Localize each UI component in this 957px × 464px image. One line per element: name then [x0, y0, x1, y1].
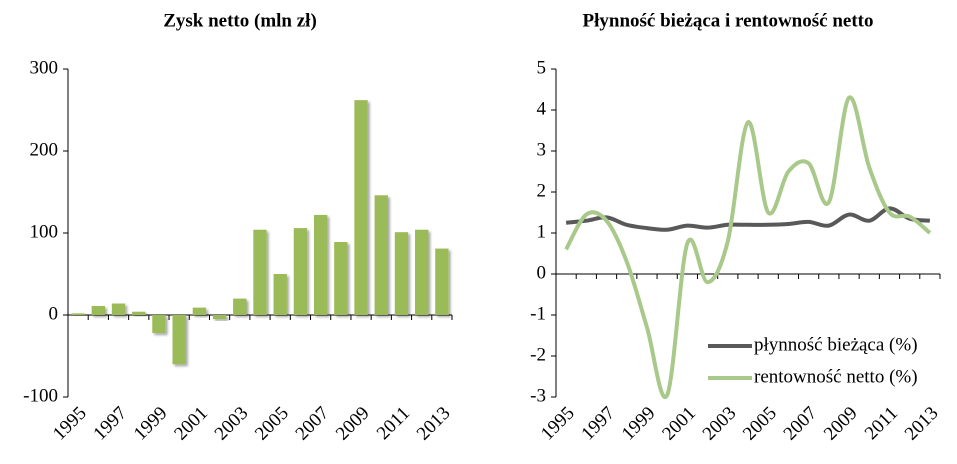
bar [71, 313, 85, 315]
x-tick-label: 1995 [537, 403, 579, 445]
x-tick-label: 2013 [901, 403, 943, 445]
x-tick-label: 1995 [49, 403, 91, 445]
y-tick-label: 300 [30, 57, 59, 78]
x-tick-label: 1999 [130, 403, 172, 445]
line-series [564, 95, 932, 400]
y-tick-label: 2 [537, 180, 547, 201]
bar [111, 303, 126, 315]
x-tick-label: 2001 [658, 403, 700, 445]
x-tick-label: 1999 [618, 403, 660, 445]
y-tick-label: 1 [537, 221, 547, 242]
x-tick-label: 1997 [89, 403, 131, 445]
y-tick-label: -1 [530, 303, 546, 324]
bar [132, 311, 146, 315]
bar [394, 232, 409, 315]
x-tick-label: 2003 [699, 403, 741, 445]
x-tick-label: 2005 [251, 403, 293, 445]
x-tick-label: 2009 [332, 403, 374, 445]
y-tick-label: 0 [49, 303, 59, 324]
x-tick-label: 2013 [413, 403, 455, 445]
bar [152, 315, 166, 334]
x-tick-label: 2009 [820, 403, 862, 445]
bar [172, 315, 186, 365]
bar [435, 248, 449, 315]
y-tick-label: -2 [530, 344, 546, 365]
y-tick-label: 100 [30, 221, 59, 242]
chart-title: Płynność bieżąca i rentowność netto [583, 10, 874, 31]
y-tick-label: 4 [537, 98, 547, 119]
x-tick-label: 2005 [739, 403, 781, 445]
bar [253, 229, 267, 315]
bar [313, 214, 328, 315]
bar [415, 229, 429, 315]
bar [273, 274, 287, 315]
x-tick-label: 2011 [861, 403, 902, 444]
bar [91, 305, 105, 315]
bar [212, 315, 227, 320]
bar [334, 242, 348, 315]
legend-label: płynność bieżąca (%) [754, 334, 918, 355]
x-tick-label: 2001 [170, 403, 212, 445]
chart-title: Zysk netto (mln zł) [163, 10, 317, 31]
y-tick-label: 3 [537, 139, 547, 160]
x-tick-label: 2007 [780, 403, 822, 445]
y-tick-label: -3 [530, 385, 546, 406]
legend-label: rentowność netto (%) [754, 366, 918, 387]
line-series [565, 206, 931, 232]
x-tick-label: 1997 [577, 403, 619, 445]
y-tick-label: 0 [537, 262, 547, 283]
bar [354, 100, 368, 315]
y-tick-label: -100 [23, 385, 58, 406]
bar [293, 228, 308, 315]
y-tick-label: 200 [30, 139, 59, 160]
x-tick-label: 2011 [373, 403, 414, 444]
y-tick-label: 5 [537, 57, 547, 78]
x-tick-label: 2003 [211, 403, 253, 445]
bar [374, 195, 388, 315]
x-tick-label: 2007 [292, 403, 334, 445]
bar [192, 307, 207, 315]
bar [233, 298, 247, 315]
